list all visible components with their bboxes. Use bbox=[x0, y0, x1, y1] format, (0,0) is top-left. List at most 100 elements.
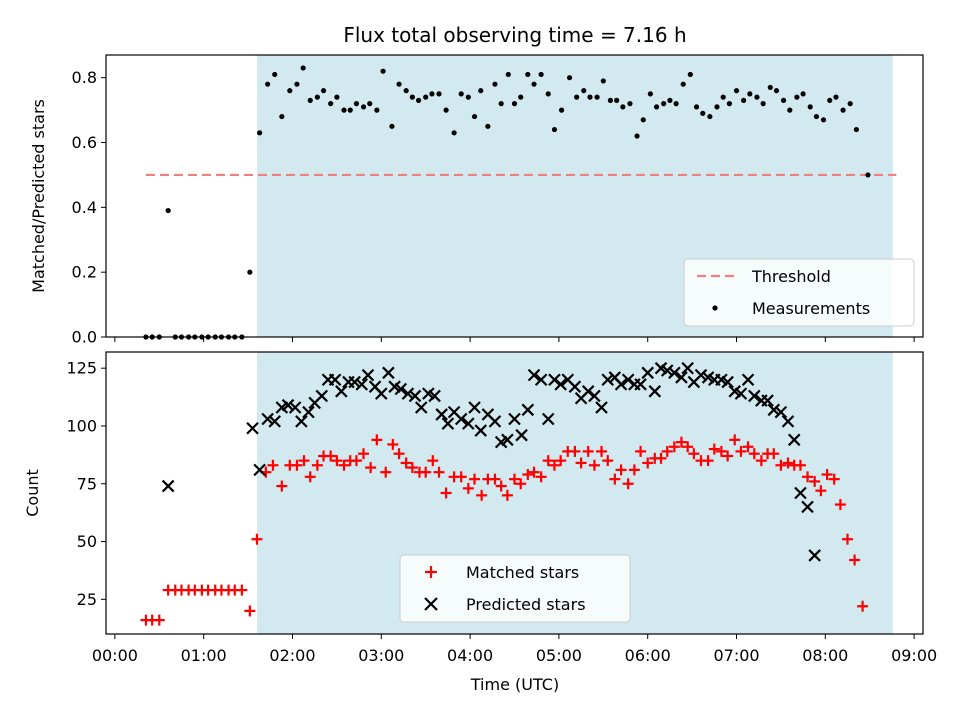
matched-point bbox=[748, 448, 760, 460]
measurement-point bbox=[767, 84, 773, 91]
bottom-legend-box bbox=[399, 554, 631, 623]
predicted-point bbox=[747, 389, 761, 403]
measurement-point bbox=[813, 113, 820, 120]
top-y-tick-label: 0.2 bbox=[72, 263, 97, 282]
measurement-point bbox=[840, 107, 846, 113]
predicted-point bbox=[554, 378, 567, 391]
measurement-point bbox=[754, 94, 760, 100]
measurement-point bbox=[367, 101, 373, 107]
measurement-point bbox=[607, 97, 614, 103]
top-y-axis-label: Matched/Predicted stars bbox=[29, 99, 48, 293]
predicted-point bbox=[246, 422, 259, 435]
measurement-point bbox=[551, 126, 558, 133]
measurement-point bbox=[600, 78, 606, 84]
matched-point bbox=[267, 459, 279, 471]
predicted-point bbox=[601, 373, 615, 387]
measurement-point bbox=[760, 101, 766, 107]
matched-legend-label: Matched stars bbox=[466, 563, 579, 582]
measurement-point bbox=[741, 97, 747, 103]
predicted-point bbox=[527, 368, 541, 382]
matched-point bbox=[350, 455, 362, 467]
predicted-point bbox=[614, 378, 628, 391]
matched-point bbox=[522, 469, 534, 481]
measurement-point bbox=[693, 104, 700, 110]
matched-point bbox=[433, 466, 445, 478]
predicted-point bbox=[581, 385, 595, 398]
matched-point bbox=[834, 499, 846, 511]
measurement-point bbox=[558, 107, 565, 113]
matched-point bbox=[501, 489, 513, 501]
measurement-point bbox=[707, 113, 713, 120]
measurement-point bbox=[423, 94, 429, 100]
matched-point bbox=[794, 459, 806, 471]
matched-point bbox=[702, 455, 714, 467]
measurement-point bbox=[436, 91, 442, 97]
measurement-point bbox=[492, 81, 498, 87]
predicted-point bbox=[408, 389, 422, 403]
predicted-point bbox=[428, 389, 441, 403]
matched-point bbox=[582, 445, 594, 457]
matched-point bbox=[755, 455, 767, 467]
measurement-point bbox=[458, 91, 464, 97]
matched-point bbox=[380, 466, 392, 478]
predicted-point bbox=[787, 433, 801, 447]
matched-point bbox=[427, 455, 439, 467]
matched-point bbox=[371, 434, 383, 446]
matched-point bbox=[642, 457, 654, 469]
matched-point bbox=[291, 459, 303, 471]
matched-point bbox=[715, 445, 727, 457]
predicted-point bbox=[501, 433, 514, 447]
predicted-point bbox=[541, 412, 555, 426]
matched-point bbox=[575, 457, 587, 469]
measurement-point bbox=[307, 97, 313, 103]
measurement-point bbox=[820, 117, 827, 123]
measurement-point bbox=[380, 68, 386, 74]
measurement-point bbox=[794, 94, 800, 100]
matched-point bbox=[535, 471, 547, 483]
top-marks bbox=[143, 65, 897, 340]
matched-point bbox=[244, 605, 256, 617]
measurement-point bbox=[726, 101, 733, 107]
predicted-point bbox=[488, 415, 502, 428]
matched-point bbox=[821, 469, 833, 481]
matched-legend-swatch bbox=[425, 566, 437, 578]
measurement-point bbox=[538, 71, 544, 78]
top-y-tick-label: 0.4 bbox=[72, 198, 97, 217]
matched-point bbox=[400, 457, 412, 469]
predicted-point bbox=[253, 463, 266, 477]
predicted-point bbox=[781, 415, 795, 428]
matched-point bbox=[462, 482, 474, 494]
matched-point bbox=[809, 475, 821, 487]
predicted-point bbox=[621, 373, 635, 387]
measurement-point bbox=[525, 71, 531, 78]
predicted-point bbox=[261, 412, 274, 426]
bottom-legend: Matched stars Predicted stars bbox=[399, 554, 631, 623]
measurement-point bbox=[389, 123, 395, 129]
bottom-panel: 25 50 75 100 125 00:00 01:00 02:00 03:00 04:00 05:… bbox=[23, 351, 937, 694]
measurement-point bbox=[257, 130, 263, 136]
predicted-point bbox=[361, 368, 375, 382]
predicted-point bbox=[468, 401, 481, 414]
matched-point bbox=[735, 445, 747, 457]
bottom-x-tick-label: 00:00 bbox=[92, 646, 138, 665]
predicted-point bbox=[315, 389, 329, 403]
predicted-point bbox=[441, 417, 455, 430]
bottom-axes-frame bbox=[105, 351, 924, 635]
predicted-point bbox=[568, 380, 582, 393]
matched-point bbox=[455, 471, 467, 483]
predicted-point bbox=[394, 382, 408, 396]
matched-point bbox=[655, 452, 667, 464]
predicted-point bbox=[534, 373, 548, 387]
bottom-y-tick-label: 50 bbox=[77, 532, 97, 551]
matched-point bbox=[708, 443, 720, 455]
threshold-legend-label: Threshold bbox=[751, 267, 831, 286]
matched-point bbox=[358, 448, 370, 460]
predicted-legend-swatch bbox=[424, 597, 438, 611]
predicted-point bbox=[588, 389, 601, 403]
matched-point bbox=[406, 462, 418, 474]
matched-point bbox=[495, 480, 507, 492]
matched-point bbox=[729, 434, 741, 446]
predicted-point bbox=[761, 394, 774, 407]
measurement-point bbox=[673, 101, 679, 107]
bottom-x-tick-label: 05:00 bbox=[536, 646, 582, 665]
